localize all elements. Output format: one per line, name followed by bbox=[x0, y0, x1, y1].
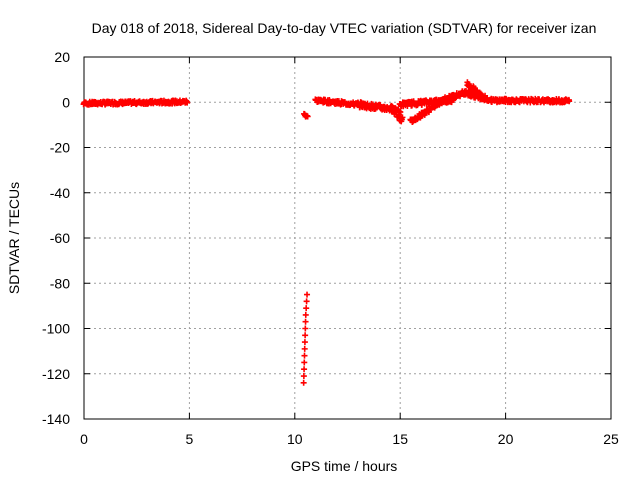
y-tick-label: -100 bbox=[42, 321, 70, 337]
data-point bbox=[300, 379, 307, 386]
chart-title: Day 018 of 2018, Sidereal Day-to-day VTE… bbox=[92, 20, 597, 36]
data-point bbox=[301, 366, 308, 373]
data-point bbox=[302, 318, 309, 325]
data-point bbox=[300, 373, 307, 380]
x-tick-label: 15 bbox=[392, 431, 408, 447]
data-point bbox=[301, 352, 308, 359]
data-point bbox=[303, 298, 310, 305]
data-point bbox=[398, 116, 405, 123]
x-axis-label: GPS time / hours bbox=[291, 458, 398, 474]
data-point bbox=[184, 99, 191, 106]
y-tick-label: -140 bbox=[42, 411, 70, 427]
data-point bbox=[303, 112, 310, 119]
data-point bbox=[304, 291, 311, 298]
y-tick-label: -40 bbox=[50, 185, 70, 201]
data-point bbox=[301, 339, 308, 346]
y-tick-label: 0 bbox=[62, 94, 70, 110]
y-tick-label: -20 bbox=[50, 140, 70, 156]
y-tick-label: -60 bbox=[50, 230, 70, 246]
x-tick-labels: 0 5 10 15 20 25 bbox=[80, 431, 619, 447]
x-tick-label: 5 bbox=[186, 431, 194, 447]
data-point bbox=[396, 111, 403, 118]
x-tick-label: 0 bbox=[80, 431, 88, 447]
x-tick-label: 25 bbox=[603, 431, 619, 447]
y-tick-label: 20 bbox=[54, 49, 70, 65]
data-points bbox=[80, 79, 573, 386]
plot-frame bbox=[83, 56, 612, 420]
x-tick-label: 10 bbox=[287, 431, 303, 447]
data-point bbox=[302, 325, 309, 332]
y-tick-labels: 20 0 -20 -40 -60 -80 -100 -120 -140 bbox=[42, 49, 70, 427]
y-axis-label: SDTVAR / TECUs bbox=[6, 182, 22, 294]
data-point bbox=[301, 345, 308, 352]
data-point bbox=[302, 311, 309, 318]
data-point bbox=[301, 359, 308, 366]
data-point bbox=[457, 93, 464, 100]
axis-ticks bbox=[83, 56, 612, 420]
y-tick-label: -80 bbox=[50, 275, 70, 291]
data-point bbox=[302, 332, 309, 339]
y-tick-label: -120 bbox=[42, 366, 70, 382]
x-tick-label: 20 bbox=[498, 431, 514, 447]
grid bbox=[84, 57, 611, 419]
data-point bbox=[565, 96, 572, 103]
data-point bbox=[303, 305, 310, 312]
